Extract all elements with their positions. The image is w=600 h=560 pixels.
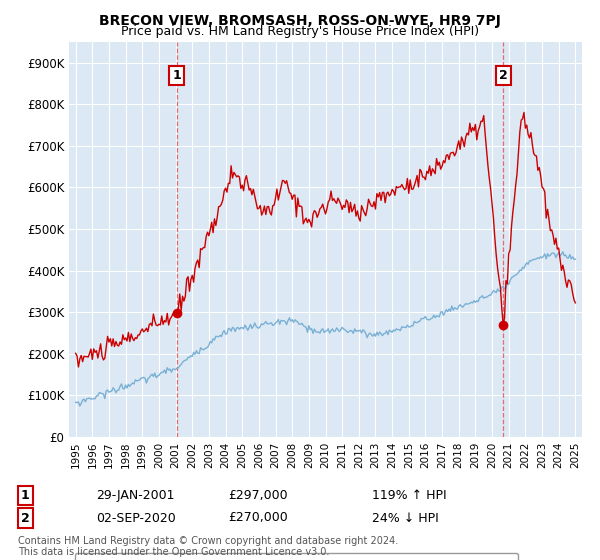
- Text: Price paid vs. HM Land Registry's House Price Index (HPI): Price paid vs. HM Land Registry's House …: [121, 25, 479, 38]
- Text: 2: 2: [499, 69, 508, 82]
- Text: £270,000: £270,000: [228, 511, 288, 525]
- Text: BRECON VIEW, BROMSASH, ROSS-ON-WYE, HR9 7PJ: BRECON VIEW, BROMSASH, ROSS-ON-WYE, HR9 …: [99, 14, 501, 28]
- Text: 24% ↓ HPI: 24% ↓ HPI: [372, 511, 439, 525]
- Text: 02-SEP-2020: 02-SEP-2020: [96, 511, 176, 525]
- Text: 29-JAN-2001: 29-JAN-2001: [96, 489, 175, 502]
- Text: 1: 1: [21, 489, 29, 502]
- Text: 119% ↑ HPI: 119% ↑ HPI: [372, 489, 446, 502]
- Text: 2: 2: [21, 511, 29, 525]
- Text: 1: 1: [173, 69, 181, 82]
- Text: £297,000: £297,000: [228, 489, 287, 502]
- Text: Contains HM Land Registry data © Crown copyright and database right 2024.
This d: Contains HM Land Registry data © Crown c…: [18, 535, 398, 557]
- Legend: BRECON VIEW, BROMSASH, ROSS-ON-WYE, HR9 7PJ (detached house), HPI: Average price: BRECON VIEW, BROMSASH, ROSS-ON-WYE, HR9 …: [74, 553, 518, 560]
